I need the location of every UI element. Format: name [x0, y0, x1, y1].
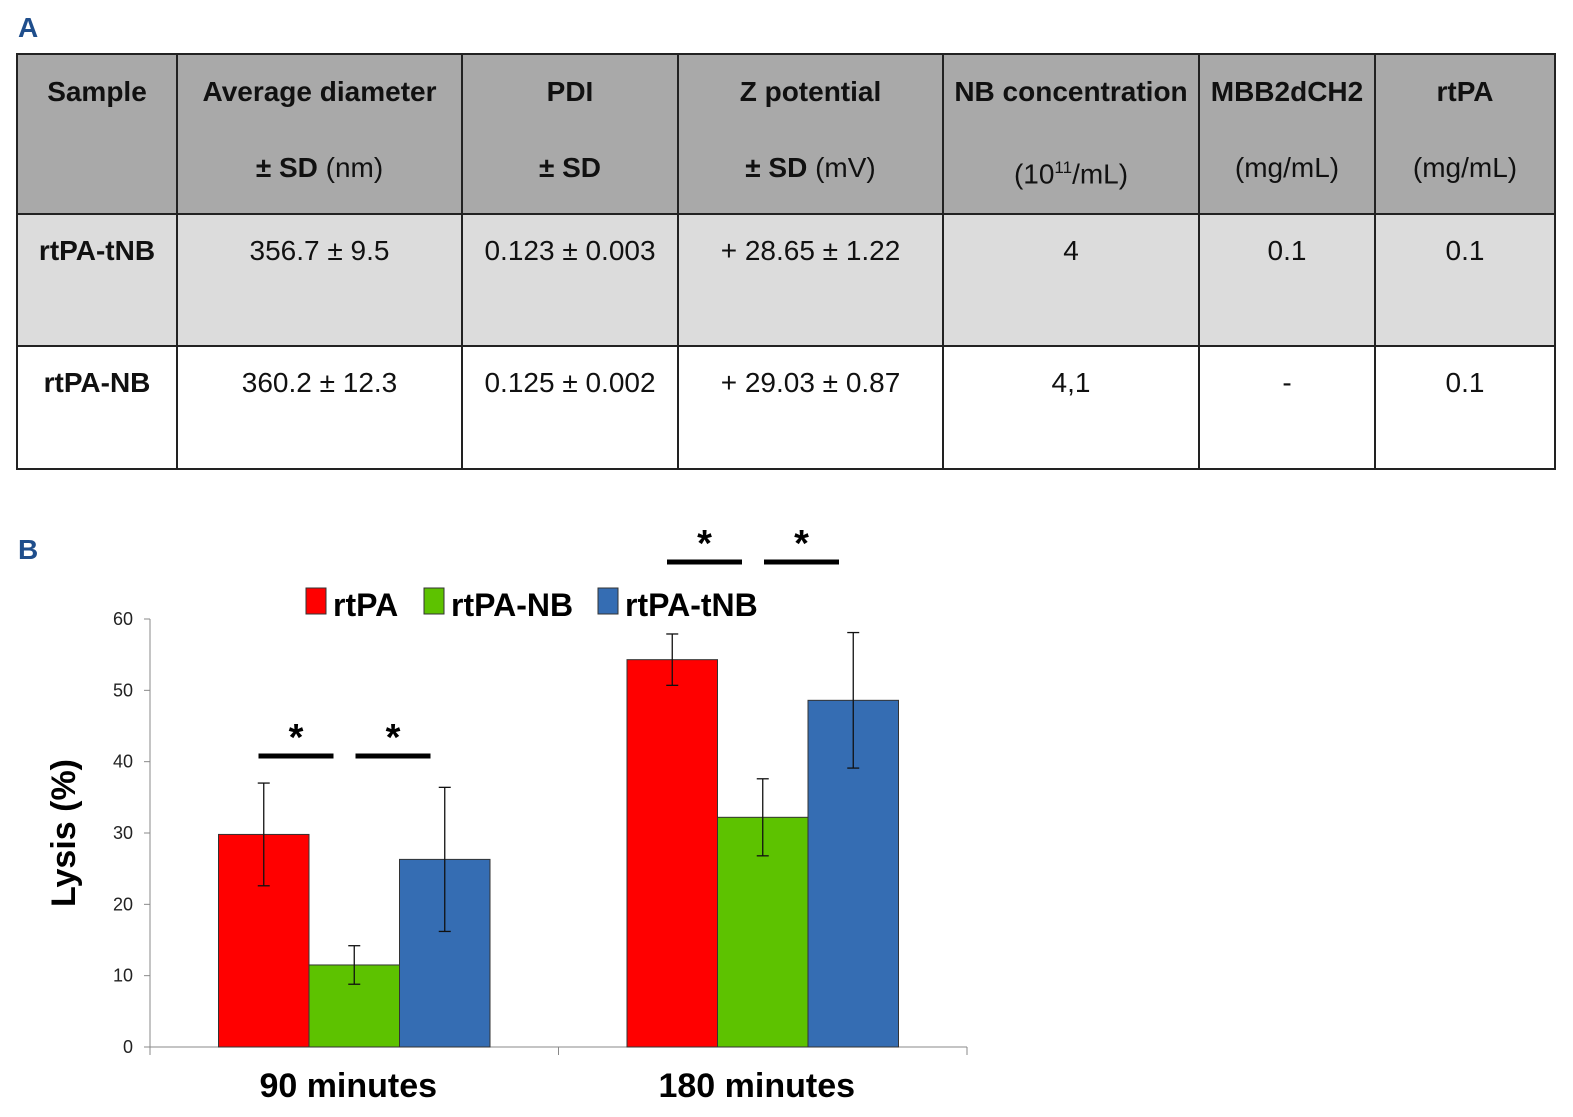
lysis-bar-chart: 0 10 20 30 40 50 60 Lysis (%) 90 minutes 180 minu… — [45, 523, 968, 1105]
table-cell: 4,1 — [942, 345, 1200, 470]
table-cell: 0.1 — [1374, 213, 1556, 347]
table-cell: 0.1 — [1374, 345, 1556, 470]
y-tick-label: 30 — [113, 823, 133, 843]
header-average-diameter: Average diameter ± SD (nm) — [176, 53, 463, 215]
legend-swatch-rtpa-tnb — [597, 587, 619, 615]
panel-a-label: A — [18, 12, 39, 43]
y-tick-label: 10 — [113, 966, 133, 986]
x-category-label: 90 minutes — [259, 1067, 437, 1105]
significance-asterisk: * — [697, 523, 712, 565]
characterization-table: Sample Average diameter ± SD (nm) PDI ± … — [16, 53, 1556, 470]
header-z-potential: Z potential ± SD (mV) — [677, 53, 944, 215]
legend-label: rtPA — [333, 587, 398, 623]
header-sample: Sample — [16, 53, 178, 215]
legend-swatch-rtpa-nb — [423, 587, 445, 615]
y-tick-label: 40 — [113, 752, 133, 772]
legend-label: rtPA-tNB — [625, 587, 758, 623]
header-nb-concentration: NB concentration (1011/mL) — [942, 53, 1200, 215]
table-cell-sample: rtPA-NB — [16, 345, 178, 470]
legend-label: rtPA-NB — [451, 587, 573, 623]
panel-b-label: B — [18, 534, 39, 565]
table-cell: 360.2 ± 12.3 — [176, 345, 463, 470]
table-cell-sample: rtPA-tNB — [16, 213, 178, 347]
table-row: rtPA-tNB 356.7 ± 9.5 0.123 ± 0.003 + 28.… — [16, 213, 1556, 347]
table-cell: 0.1 — [1198, 213, 1376, 347]
legend-swatch-rtpa — [305, 587, 327, 615]
header-rtpa: rtPA (mg/mL) — [1374, 53, 1556, 215]
table-header-row: Sample Average diameter ± SD (nm) PDI ± … — [16, 53, 1556, 215]
significance-asterisk: * — [794, 523, 809, 565]
table-cell: + 29.03 ± 0.87 — [677, 345, 944, 470]
table-cell: - — [1198, 345, 1376, 470]
x-category-label: 180 minutes — [658, 1067, 855, 1105]
table-cell: 0.125 ± 0.002 — [461, 345, 679, 470]
bar-rtpa-1 — [626, 659, 718, 1048]
significance-asterisk: * — [386, 717, 401, 759]
y-tick-label: 50 — [113, 680, 133, 700]
header-mbb2dch2: MBB2dCH2 (mg/mL) — [1198, 53, 1376, 215]
table-cell: 0.123 ± 0.003 — [461, 213, 679, 347]
header-pdi: PDI ± SD — [461, 53, 679, 215]
table-row: rtPA-NB 360.2 ± 12.3 0.125 ± 0.002 + 29.… — [16, 345, 1556, 470]
y-tick-label: 0 — [123, 1037, 133, 1057]
y-axis-label: Lysis (%) — [45, 759, 83, 907]
y-tick-label: 60 — [113, 609, 133, 629]
significance-asterisk: * — [289, 717, 304, 759]
y-tick-label: 20 — [113, 894, 133, 914]
table-cell: 356.7 ± 9.5 — [176, 213, 463, 347]
table-cell: 4 — [942, 213, 1200, 347]
table-cell: + 28.65 ± 1.22 — [677, 213, 944, 347]
